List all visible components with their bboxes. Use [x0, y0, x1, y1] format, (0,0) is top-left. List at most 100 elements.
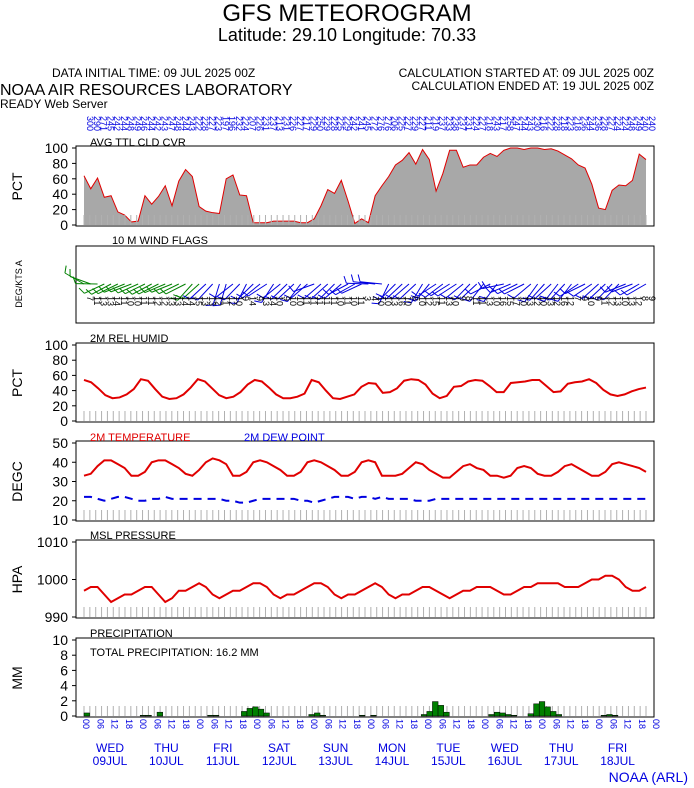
wind-speed-label: 10	[275, 296, 285, 306]
hour-ticks	[83, 607, 647, 617]
wind-direction-label: 224	[241, 116, 251, 131]
precip-bar	[359, 714, 366, 717]
wind-flag-barb	[385, 294, 393, 299]
wind-flag-barb	[85, 289, 92, 295]
wind-direction-label: 247	[166, 116, 176, 131]
page-title: GFS METEOROGRAM	[222, 0, 472, 27]
wind-flag-barb	[614, 289, 621, 296]
wind-direction-label: 240	[647, 116, 657, 131]
precip-bar	[538, 701, 546, 717]
hour-label: 06	[608, 719, 618, 729]
wind-flag-barb	[478, 295, 487, 299]
server-name: READY Web Server	[0, 97, 108, 111]
wind-flag-barb	[567, 291, 574, 297]
precip-bar	[241, 711, 248, 717]
precip-bar	[612, 714, 619, 717]
pressure-ylabel: HPA	[9, 565, 25, 593]
wind-direction-label: 242	[112, 116, 122, 131]
wind-flag-shaft	[189, 283, 207, 300]
wind-flag-shaft	[513, 283, 532, 299]
wind-flag-shaft	[311, 283, 329, 300]
hour-label: 12	[623, 719, 633, 729]
wind-speed-label: 14	[187, 296, 197, 306]
hour-label: 18	[295, 719, 305, 729]
wind-speed-label: 13	[200, 296, 210, 306]
wind-flag-barb	[264, 295, 272, 300]
wind-direction-label: 240	[640, 116, 650, 131]
y-tick-label: 20	[52, 202, 68, 218]
wind-speed-label: 10	[336, 296, 346, 306]
wind-flag-shaft	[619, 283, 640, 296]
wind-flag-shaft	[290, 283, 308, 299]
day-label: TUE	[436, 741, 460, 755]
wind-direction-label: 219	[430, 116, 440, 131]
wind-flag-barb	[335, 287, 343, 294]
wind-speed-label: 10	[132, 296, 142, 306]
wind-flag-shaft	[219, 283, 227, 306]
wind-speed-label: 11	[356, 296, 366, 305]
wind-direction-label: 222	[193, 116, 203, 131]
wind-flag-shaft	[445, 283, 464, 299]
wind-direction-label: 236	[593, 116, 603, 131]
wind-direction-label: 218	[484, 116, 494, 131]
wind-flag-barb	[599, 286, 606, 293]
day-label: MON	[378, 741, 406, 755]
precip-bar	[443, 711, 450, 717]
wind-flag-barb	[92, 288, 99, 295]
wind-flag-shaft	[378, 283, 390, 304]
precip-bar	[600, 714, 607, 717]
wind-speed-label: 10	[451, 296, 461, 306]
wind-direction-label: 228	[329, 116, 339, 131]
wind-flag-barb	[491, 288, 498, 295]
wind-flag-barb	[589, 296, 598, 301]
wind-speed-label: 17	[512, 296, 522, 306]
date-label: 14JUL	[375, 754, 410, 768]
cloud-title: AVG TTL CLD CVR	[90, 137, 186, 149]
precip-bar	[544, 706, 551, 717]
wind-flag-barb	[212, 304, 221, 307]
wind-speed-label: 13	[261, 296, 271, 306]
temp-panel-frame	[75, 440, 655, 522]
wind-speed-label: 10	[383, 296, 393, 306]
hour-label: 00	[138, 719, 148, 729]
wind-flag-barb	[64, 265, 67, 274]
wind-speed-label: 10	[586, 296, 596, 306]
hour-label: 12	[338, 719, 348, 729]
wind-direction-label: 244	[180, 116, 190, 131]
hour-ticks	[83, 510, 647, 520]
hour-label: 12	[167, 719, 177, 729]
wind-flag-barb	[453, 295, 461, 300]
wind-direction-label: 224	[613, 116, 623, 131]
wind-direction-label: 242	[349, 116, 359, 131]
precip-bar	[510, 714, 517, 717]
wind-title: 10 M WIND FLAGS	[112, 235, 208, 247]
wind-flag-shaft	[470, 283, 491, 295]
wind-speed-label: 12	[227, 296, 237, 306]
wind-flag-barb	[288, 285, 294, 292]
wind-direction-label: 236	[579, 116, 589, 131]
wind-flag-shaft	[261, 283, 275, 303]
wind-flag-shaft	[124, 283, 146, 295]
wind-flag-barb	[424, 290, 432, 297]
date-label: 18JUL	[600, 754, 635, 768]
wind-flag-barb	[254, 300, 262, 303]
wind-flag-shaft	[603, 283, 620, 301]
wind-speed-label: 3	[363, 296, 373, 301]
date-label: 11JUL	[206, 754, 240, 768]
wind-speed-label: 9	[281, 296, 291, 301]
wind-speed-label: 11	[308, 296, 318, 305]
precip-bar	[246, 708, 253, 717]
wind-flag-shaft	[588, 283, 606, 300]
precip-bar	[83, 712, 90, 717]
wind-direction-label: 226	[254, 116, 264, 131]
lab-name: NOAA AIR RESOURCES LABORATORY	[0, 82, 293, 99]
hour-label: 12	[110, 719, 120, 729]
wind-speed-label: 16	[498, 296, 508, 306]
wind-direction-label: 227	[417, 116, 427, 131]
wind-flag-barb	[119, 288, 126, 295]
hour-label: 06	[266, 719, 276, 729]
wind-flag-shaft	[581, 283, 599, 300]
wind-flag-barb	[410, 295, 419, 299]
wind-flag-shaft	[144, 283, 166, 294]
wind-direction-label: 226	[288, 116, 298, 131]
